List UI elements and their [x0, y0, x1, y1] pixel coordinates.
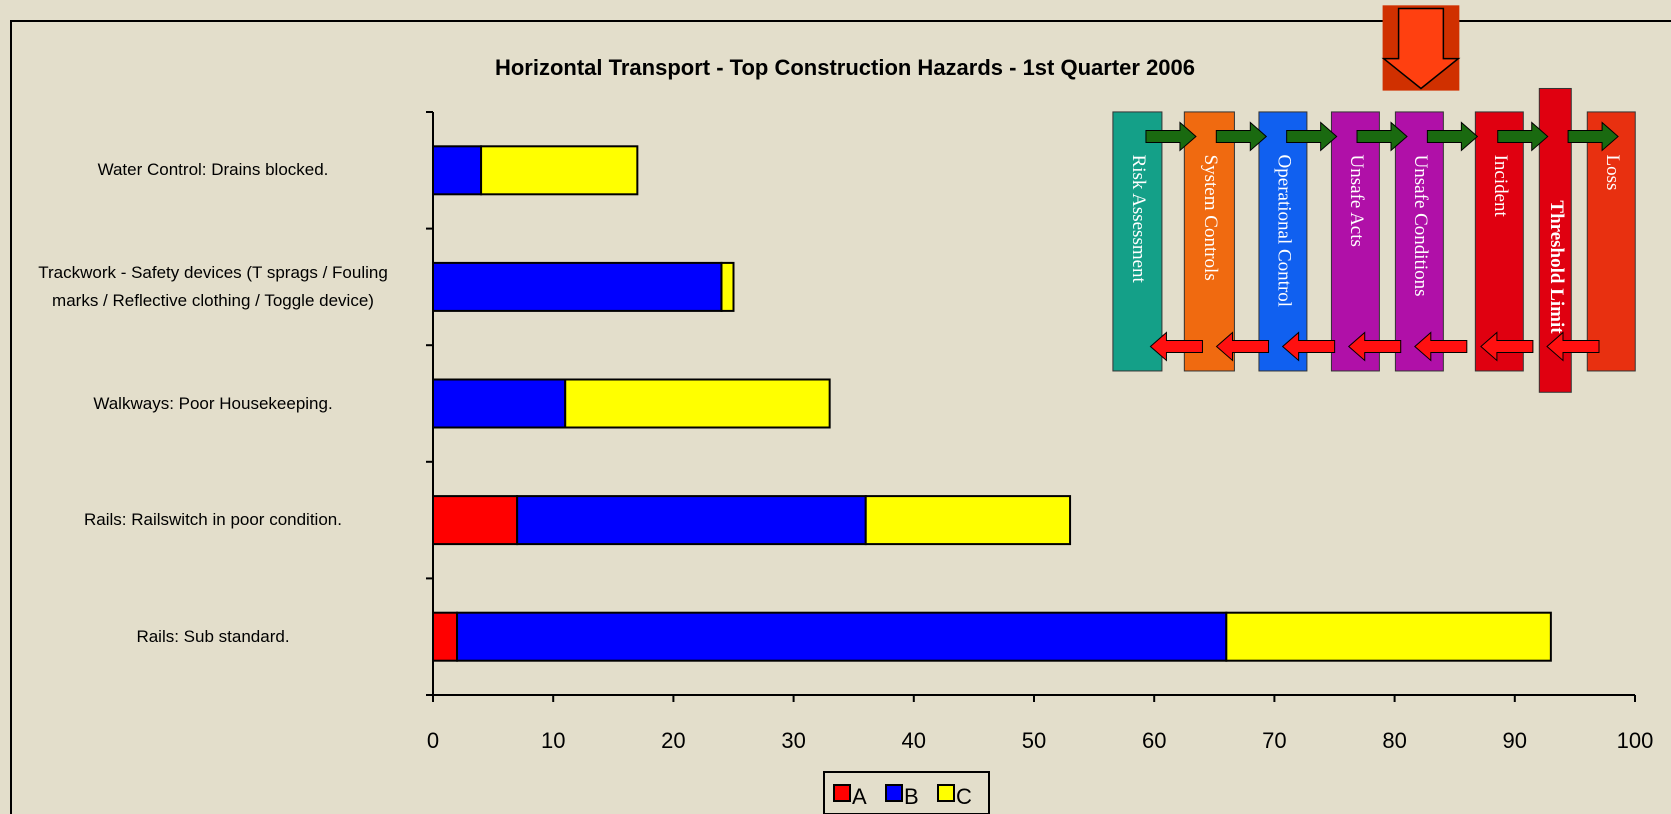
back-arrow — [1414, 331, 1468, 362]
bar-segment — [720, 261, 735, 312]
forward-arrow — [1497, 121, 1549, 152]
legend-label: B — [904, 784, 919, 809]
x-tick-label: 30 — [781, 728, 805, 753]
bar-segment — [564, 378, 831, 429]
back-arrow — [1281, 331, 1336, 362]
legend-swatch — [937, 784, 955, 802]
legend-swatch — [833, 784, 851, 802]
diagram-label: Incident — [1490, 155, 1511, 218]
forward-arrow — [1426, 121, 1479, 152]
chart-title: Horizontal Transport - Top Construction … — [495, 55, 1195, 80]
bar-segment — [1225, 611, 1552, 662]
forward-arrow — [1356, 121, 1408, 152]
diagram-column — [1474, 111, 1524, 372]
back-arrow — [1215, 331, 1270, 362]
x-tick-label: 50 — [1022, 728, 1046, 753]
bar-segment — [432, 145, 483, 196]
x-tick-label: 90 — [1503, 728, 1527, 753]
x-tick-label: 20 — [661, 728, 685, 753]
legend-label: C — [956, 784, 972, 809]
diagram-column — [1330, 111, 1380, 372]
legend-label: A — [852, 784, 867, 809]
forward-arrow — [1145, 121, 1197, 152]
bar-segment — [516, 495, 867, 546]
x-tick-label: 80 — [1382, 728, 1406, 753]
back-arrow — [1149, 331, 1203, 362]
y-tick-label: Walkways: Poor Housekeeping. — [93, 393, 333, 413]
diagram-label: Unsafe Conditions — [1410, 155, 1431, 297]
y-tick-label: Rails: Railswitch in poor condition. — [84, 510, 342, 530]
x-tick-label: 100 — [1617, 728, 1654, 753]
back-arrow — [1480, 331, 1534, 362]
diagram-column — [1586, 111, 1636, 372]
diagram-column — [1394, 111, 1444, 372]
y-tick-label: Trackwork - Safety devices (T sprags / F… — [38, 262, 388, 310]
diagram-label: System Controls — [1200, 155, 1221, 281]
diagram-label: Threshold Limit — [1546, 200, 1567, 334]
y-tick-label: Rails: Sub standard. — [136, 626, 290, 646]
bar-segment — [432, 378, 567, 429]
x-tick-label: 70 — [1262, 728, 1286, 753]
legend-swatch — [885, 784, 903, 802]
diagram-label: Loss — [1602, 155, 1623, 191]
x-tick-label: 40 — [902, 728, 926, 753]
diagram-label: Unsafe Acts — [1346, 155, 1367, 247]
diagram-column — [1183, 111, 1235, 372]
diagram-label: Risk Assessment — [1128, 155, 1149, 284]
bar-segment — [480, 145, 639, 196]
bar-segment — [432, 261, 723, 312]
x-tick-label: 60 — [1142, 728, 1166, 753]
bar-segment — [864, 495, 1072, 546]
diagram-column — [1112, 111, 1163, 372]
back-arrow — [1546, 331, 1600, 362]
forward-arrow — [1286, 121, 1338, 152]
bar-segment — [432, 611, 459, 662]
x-tick-label: 10 — [541, 728, 565, 753]
diagram-column — [1258, 111, 1308, 372]
legend-box — [823, 771, 990, 814]
y-tick-label: Water Control: Drains blocked. — [97, 160, 329, 180]
x-tick-label: 0 — [427, 728, 439, 753]
forward-arrow — [1215, 121, 1268, 152]
diagram-label: Operational Control — [1274, 155, 1295, 308]
bar-segment — [456, 611, 1228, 662]
bar-segment — [432, 495, 519, 546]
back-arrow — [1347, 331, 1402, 362]
top-arrow — [1381, 7, 1461, 90]
frame — [10, 20, 1671, 814]
forward-arrow — [1567, 121, 1619, 152]
